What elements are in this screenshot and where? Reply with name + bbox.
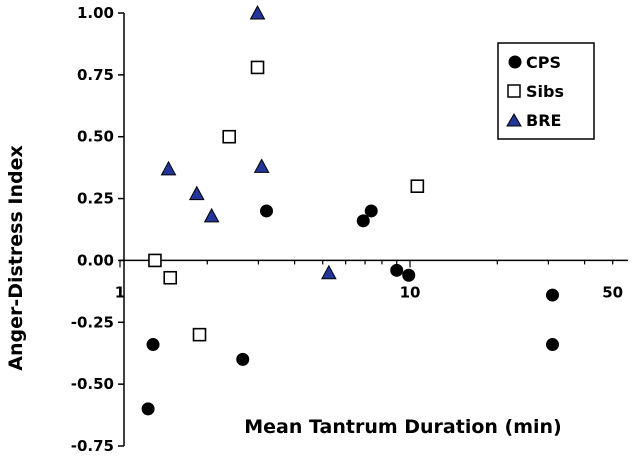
point-cps	[402, 268, 416, 282]
x-ticks: 1 10 50	[115, 260, 623, 301]
y-tick-label: 1.00	[77, 4, 114, 22]
y-tick-label: -0.25	[71, 313, 114, 331]
legend-marker-cps	[508, 55, 522, 69]
point-cps	[545, 338, 559, 352]
data-points	[141, 4, 559, 416]
point-bre	[160, 160, 177, 176]
x-tick-label: 50	[602, 283, 623, 301]
point-sibs	[222, 129, 237, 144]
legend-entry-bre: BRE	[506, 111, 561, 130]
legend-label-cps: CPS	[526, 53, 561, 72]
y-tick-label: 0.25	[77, 190, 114, 208]
x-tick-label: 10	[400, 283, 421, 301]
y-tick-label: -0.75	[71, 437, 114, 455]
legend-entry-cps: CPS	[508, 53, 561, 72]
point-bre	[321, 264, 337, 280]
point-bre	[203, 207, 220, 223]
point-bre	[249, 4, 266, 20]
y-tick-label: 0.00	[77, 251, 114, 269]
y-tick-label: 0.50	[77, 128, 114, 146]
point-sibs	[163, 270, 178, 285]
point-sibs	[192, 327, 207, 342]
point-cps	[364, 204, 378, 218]
legend-label-bre: BRE	[526, 111, 561, 130]
point-cps	[259, 204, 273, 218]
point-bre	[188, 185, 205, 201]
legend-marker-bre	[506, 113, 522, 127]
point-sibs	[250, 60, 265, 75]
legend-label-sibs: Sibs	[526, 82, 564, 101]
y-axis-title: Anger-Distress Index	[5, 145, 27, 370]
point-cps	[236, 352, 250, 366]
legend: CPS Sibs BRE	[497, 42, 595, 140]
legend-entry-sibs: Sibs	[507, 82, 564, 101]
point-cps	[545, 288, 559, 302]
y-ticks: 1.00 0.75 0.50 0.25 0.00 -0.25 -0.50 -0.75	[71, 4, 124, 455]
point-bre	[253, 158, 270, 173]
y-tick-label: -0.50	[71, 375, 114, 393]
point-cps	[390, 263, 404, 277]
x-tick-label: 1	[115, 283, 125, 301]
point-sibs	[410, 179, 425, 193]
point-cps	[141, 402, 155, 416]
point-cps	[356, 214, 370, 228]
x-axis-title: Mean Tantrum Duration (min)	[244, 416, 562, 438]
axes	[120, 13, 628, 446]
point-sibs	[148, 253, 162, 268]
y-tick-label: 0.75	[77, 66, 114, 84]
legend-marker-sibs	[507, 84, 521, 98]
point-cps	[146, 338, 160, 352]
